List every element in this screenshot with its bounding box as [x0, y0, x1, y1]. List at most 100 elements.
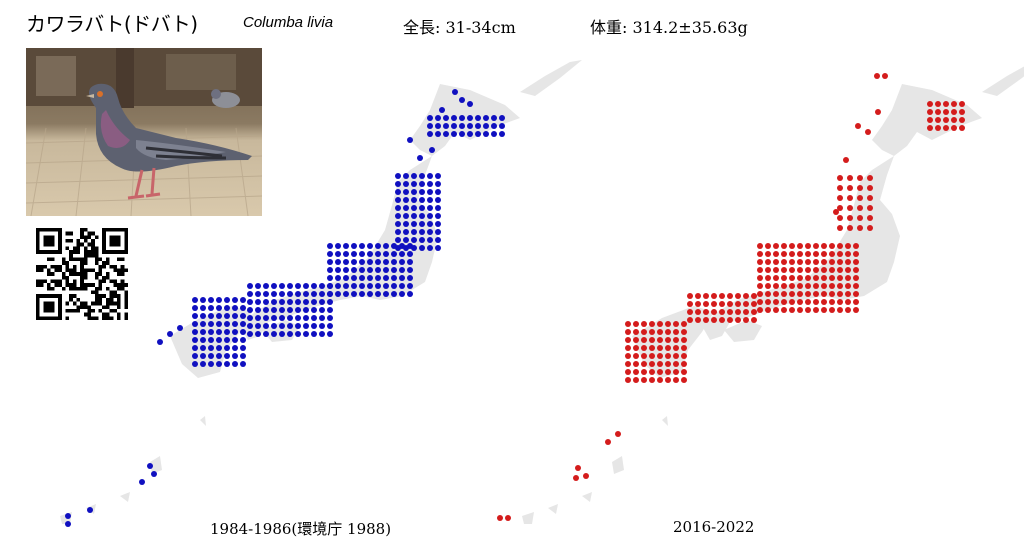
occurrence-dot	[192, 313, 198, 319]
occurrence-dot	[319, 315, 325, 321]
occurrence-dot	[813, 243, 819, 249]
occurrence-dot	[263, 291, 269, 297]
occurrence-dot	[657, 345, 663, 351]
occurrence-dot	[853, 291, 859, 297]
occurrence-dot	[411, 245, 417, 251]
occurrence-dot	[951, 117, 957, 123]
occurrence-dot	[475, 123, 481, 129]
occurrence-dot	[875, 109, 881, 115]
occurrence-dot	[419, 197, 425, 203]
occurrence-dot	[263, 283, 269, 289]
occurrence-dot	[641, 329, 647, 335]
occurrence-dot	[927, 101, 933, 107]
occurrence-dot	[773, 291, 779, 297]
occurrence-dot	[375, 267, 381, 273]
occurrence-dot	[837, 225, 843, 231]
occurrence-dot	[407, 137, 413, 143]
occurrence-dot	[419, 245, 425, 251]
occurrence-dot	[491, 115, 497, 121]
occurrence-dot	[403, 205, 409, 211]
occurrence-dot	[435, 173, 441, 179]
occurrence-dot	[375, 291, 381, 297]
occurrence-dot	[427, 229, 433, 235]
occurrence-dot	[435, 181, 441, 187]
qr-code-icon[interactable]	[36, 228, 128, 320]
occurrence-dot	[216, 321, 222, 327]
occurrence-dot	[575, 465, 581, 471]
occurrence-dot	[843, 157, 849, 163]
occurrence-dot	[773, 307, 779, 313]
occurrence-dot	[867, 185, 873, 191]
occurrence-dot	[216, 297, 222, 303]
occurrence-dot	[427, 205, 433, 211]
occurrence-dot	[139, 479, 145, 485]
occurrence-dot	[673, 345, 679, 351]
occurrence-dot	[765, 275, 771, 281]
occurrence-dot	[625, 321, 631, 327]
occurrence-dot	[781, 259, 787, 265]
occurrence-dot	[751, 309, 757, 315]
occurrence-dot	[287, 299, 293, 305]
occurrence-dot	[943, 109, 949, 115]
species-japanese-name: カワラバト(ドバト)	[26, 12, 198, 36]
occurrence-dot	[703, 301, 709, 307]
occurrence-dot	[475, 115, 481, 121]
occurrence-dot	[857, 195, 863, 201]
occurrence-dot	[351, 251, 357, 257]
occurrence-dot	[845, 275, 851, 281]
occurrence-dot	[813, 251, 819, 257]
occurrence-dot	[279, 299, 285, 305]
occurrence-dot	[857, 175, 863, 181]
occurrence-dot	[633, 361, 639, 367]
occurrence-dot	[419, 221, 425, 227]
occurrence-dot	[327, 323, 333, 329]
occurrence-dot	[935, 109, 941, 115]
occurrence-dot	[829, 251, 835, 257]
occurrence-dot	[681, 337, 687, 343]
occurrence-dot	[951, 101, 957, 107]
occurrence-dot	[403, 229, 409, 235]
occurrence-dot	[703, 293, 709, 299]
occurrence-dot	[727, 293, 733, 299]
occurrence-dot	[757, 275, 763, 281]
occurrence-dot	[391, 283, 397, 289]
caption-1984-1986: 1984-1986(環境庁 1988)	[210, 520, 392, 538]
occurrence-dot	[853, 267, 859, 273]
occurrence-dot	[625, 353, 631, 359]
occurrence-dot	[633, 369, 639, 375]
occurrence-dot	[765, 283, 771, 289]
occurrence-dot	[200, 313, 206, 319]
occurrence-dot	[419, 229, 425, 235]
occurrence-dot	[927, 117, 933, 123]
occurrence-dot	[319, 291, 325, 297]
occurrence-dot	[751, 301, 757, 307]
occurrence-dot	[625, 377, 631, 383]
occurrence-dot	[743, 317, 749, 323]
occurrence-dot	[200, 329, 206, 335]
occurrence-dot	[765, 299, 771, 305]
occurrence-dot	[649, 321, 655, 327]
occurrence-dot	[271, 291, 277, 297]
occurrence-dot	[224, 353, 230, 359]
occurrence-dot	[681, 329, 687, 335]
occurrence-dot	[327, 315, 333, 321]
occurrence-dot	[882, 73, 888, 79]
occurrence-dot	[943, 101, 949, 107]
occurrence-dot	[200, 353, 206, 359]
occurrence-dot	[403, 245, 409, 251]
occurrence-dot	[781, 299, 787, 305]
occurrence-dot	[295, 291, 301, 297]
occurrence-dot	[821, 259, 827, 265]
occurrence-dot	[773, 299, 779, 305]
occurrence-dot	[311, 323, 317, 329]
occurrence-dot	[789, 291, 795, 297]
occurrence-dot	[247, 291, 253, 297]
occurrence-dot	[735, 293, 741, 299]
occurrence-dot	[649, 369, 655, 375]
occurrence-dot	[451, 115, 457, 121]
occurrence-dot	[319, 323, 325, 329]
occurrence-dot	[335, 243, 341, 249]
occurrence-dot	[951, 109, 957, 115]
occurrence-dot	[797, 267, 803, 273]
